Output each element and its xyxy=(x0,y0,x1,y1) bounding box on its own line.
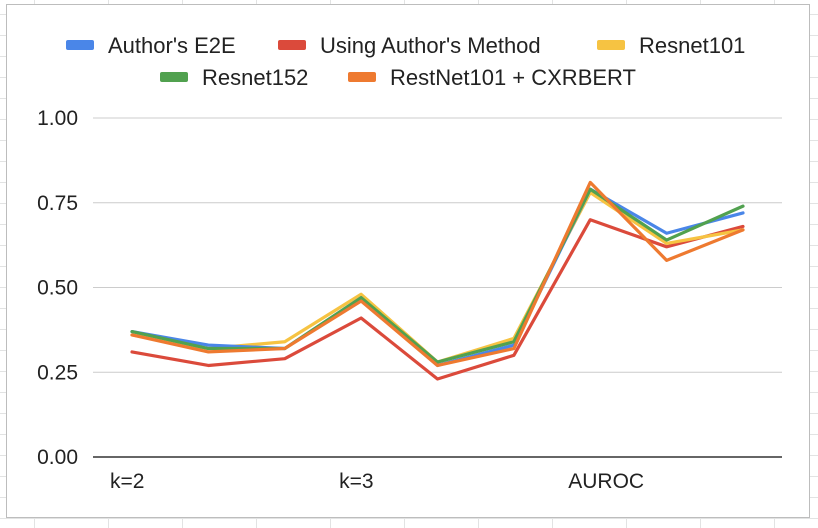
legend-swatch xyxy=(597,40,625,50)
legend-label[interactable]: Using Author's Method xyxy=(320,33,541,58)
legend-swatch xyxy=(66,40,94,50)
legend-label[interactable]: Author's E2E xyxy=(108,33,236,58)
legend-label[interactable]: Resnet101 xyxy=(639,33,745,58)
series-line xyxy=(130,187,745,368)
y-tick-label: 0.50 xyxy=(37,277,78,300)
gridlines xyxy=(93,117,782,458)
series-lines xyxy=(130,180,745,381)
x-tick-label: k=2 xyxy=(110,470,144,493)
series-line xyxy=(130,180,745,368)
legend-swatch xyxy=(348,72,376,82)
chart-container[interactable] xyxy=(6,4,810,518)
legend-label[interactable]: Resnet152 xyxy=(202,65,308,90)
legend-swatch xyxy=(160,72,188,82)
y-tick-label: 0.00 xyxy=(37,446,78,469)
y-tick-label: 1.00 xyxy=(37,107,78,130)
series-line xyxy=(130,218,745,381)
legend-label[interactable]: RestNet101 + CXRBERT xyxy=(390,65,636,90)
y-tick-label: 0.75 xyxy=(37,192,78,215)
legend[interactable]: Author's E2E Using Author's Method Resnet1… xyxy=(66,33,745,90)
series-line xyxy=(130,187,745,364)
x-tick-label: AUROC xyxy=(568,470,644,493)
y-tick-label: 0.25 xyxy=(37,361,78,384)
y-axis-tick-labels: 0.00 0.25 0.50 0.75 1.00 xyxy=(37,107,78,469)
legend-swatch xyxy=(278,40,306,50)
series-line xyxy=(130,190,745,364)
x-axis-tick-labels: k=2 k=3 AUROC xyxy=(110,470,644,493)
x-tick-label: k=3 xyxy=(339,470,373,493)
